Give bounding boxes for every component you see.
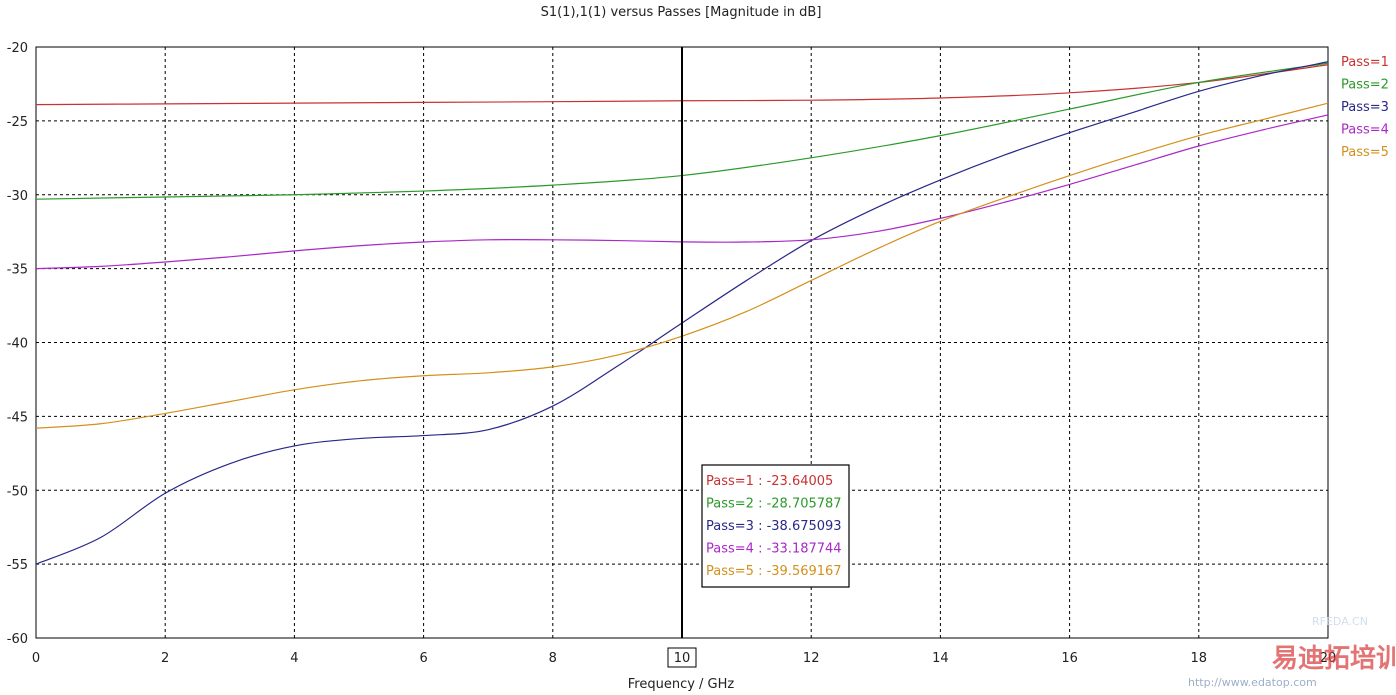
legend-entry-pass-2: Pass=2	[1341, 78, 1389, 93]
x-tick-label: 8	[549, 651, 557, 666]
readout-line-pass-2: Pass=2 : -28.705787	[706, 497, 842, 512]
x-tick-label: 16	[1061, 651, 1078, 666]
x-tick-label: 0	[32, 651, 40, 666]
y-tick-label: -60	[7, 632, 28, 647]
readout-line-pass-3: Pass=3 : -38.675093	[706, 519, 842, 534]
readout-line-pass-4: Pass=4 : -33.187744	[706, 542, 842, 557]
legend-entry-pass-3: Pass=3	[1341, 100, 1389, 115]
readout-line-pass-5: Pass=5 : -39.569167	[706, 564, 842, 579]
x-tick-label: 12	[803, 651, 820, 666]
watermark-url: http://www.edatop.com	[1188, 676, 1317, 689]
x-tick-label: 4	[290, 651, 298, 666]
y-tick-label: -45	[7, 410, 28, 425]
y-tick-label: -35	[7, 263, 28, 278]
marker-readout-box[interactable]: Pass=1 : -23.64005 Pass=2 : -28.705787 Pas…	[701, 464, 850, 588]
y-tick-label: -25	[7, 115, 28, 130]
legend: Pass=1 Pass=2 Pass=3 Pass=4 Pass=5	[1341, 55, 1389, 160]
y-tick-label: -50	[7, 484, 28, 499]
y-tick-label: -55	[7, 558, 28, 573]
marker-x-label: 10	[674, 651, 691, 666]
watermark-site: RFEDA.CN	[1312, 615, 1368, 628]
frequency-marker[interactable]: 10	[667, 47, 697, 668]
x-tick-label: 20	[1320, 651, 1337, 666]
legend-entry-pass-4: Pass=4	[1341, 123, 1389, 138]
chart-title: S1(1),1(1) versus Passes [Magnitude in d…	[541, 5, 822, 20]
x-axis-label: Frequency / GHz	[628, 677, 735, 691]
x-tick-label: 6	[419, 651, 427, 666]
y-axis-ticks: -20 -25 -30 -35 -40 -45 -50 -55 -60	[7, 41, 28, 647]
x-tick-label: 14	[932, 651, 949, 666]
marker-x-label-box[interactable]	[667, 647, 697, 668]
y-tick-label: -40	[7, 337, 28, 352]
readout-line-pass-1: Pass=1 : -23.64005	[706, 474, 833, 489]
watermark-brand: 易迪拓培训	[1272, 644, 1396, 674]
x-tick-label: 18	[1191, 651, 1208, 666]
watermark: RFEDA.CN 易迪拓培训 http://www.edatop.com	[1188, 615, 1396, 689]
legend-entry-pass-1: Pass=1	[1341, 55, 1389, 70]
legend-entry-pass-5: Pass=5	[1341, 145, 1389, 160]
y-tick-label: -30	[7, 189, 28, 204]
x-axis-ticks: 0 2 4 6 8 12 14 16 18 20	[32, 651, 1336, 666]
y-tick-label: -20	[7, 41, 28, 56]
readout-box-frame[interactable]	[701, 464, 850, 588]
x-tick-label: 2	[161, 651, 169, 666]
